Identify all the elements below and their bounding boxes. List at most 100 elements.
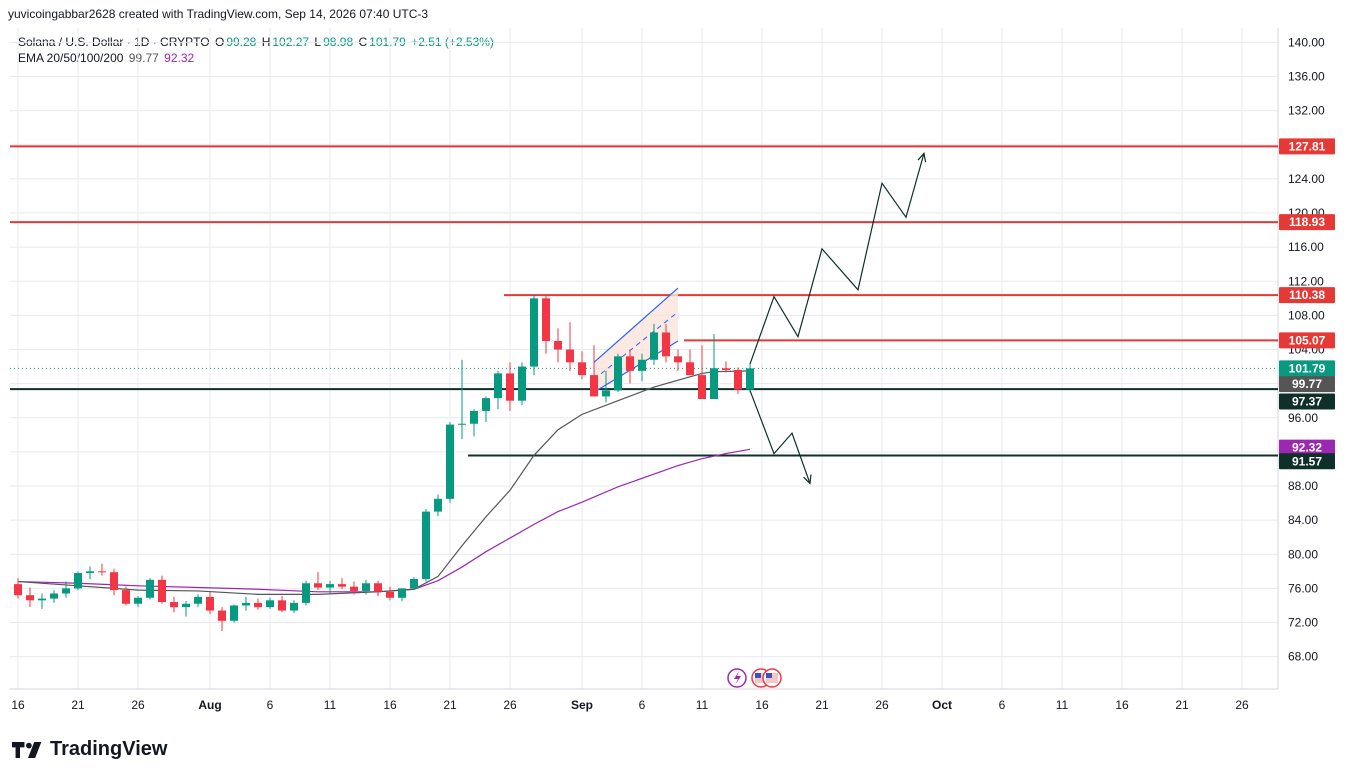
candle-body — [110, 572, 118, 591]
candle-body — [698, 375, 706, 399]
bearish-projection-arrowhead — [803, 474, 812, 485]
candle-body — [410, 578, 418, 589]
price-chart[interactable]: 68.0072.0076.0080.0084.0088.0092.0096.00… — [0, 24, 1355, 724]
last-price-tag-text: 101.79 — [1289, 361, 1326, 375]
price-axis-label: 136.00 — [1288, 70, 1325, 84]
time-axis-label: 26 — [503, 698, 517, 712]
ema-value-2: 92.32 — [164, 51, 195, 65]
candle-body — [638, 359, 646, 371]
ema-value-1: 99.77 — [128, 51, 159, 65]
time-axis-label: 16 — [1115, 698, 1129, 712]
support-price-tag-lower: 91.57 — [1279, 453, 1335, 470]
candle-body — [290, 602, 298, 611]
candle-body — [50, 593, 58, 599]
candle-body — [626, 356, 634, 371]
time-axis-label: Oct — [932, 698, 952, 712]
resistance-price-tag-bg — [1279, 138, 1335, 155]
bearish-projection — [749, 390, 811, 484]
lightning-icon-glyph — [734, 671, 741, 685]
ema-purple-price-tag-bg — [1279, 439, 1335, 456]
candle-body — [122, 590, 130, 604]
candle-body — [302, 583, 310, 603]
time-axis-label: 11 — [1056, 698, 1069, 712]
event-icons — [727, 668, 782, 688]
time-axis-label: 16 — [11, 698, 25, 712]
time-axis-label: 11 — [324, 698, 337, 712]
support-price-tag-lower-text: 91.57 — [1292, 454, 1322, 468]
time-axis-label: 11 — [696, 698, 709, 712]
candle-body — [362, 583, 370, 591]
ema-gray-price-tag: 99.77 — [1279, 376, 1335, 393]
time-axis-label: 6 — [999, 698, 1006, 712]
time-axis-label: 21 — [443, 698, 457, 712]
resistance-price-tag: 127.81 — [1279, 138, 1335, 155]
candle-body — [38, 598, 46, 601]
time-axis-label: 21 — [1175, 698, 1189, 712]
time-axis-label: 16 — [383, 698, 397, 712]
price-axis-label: 84.00 — [1288, 513, 1318, 527]
candle-body — [146, 579, 154, 598]
candle-body — [674, 356, 682, 363]
candle-body — [650, 332, 658, 360]
candle-body — [446, 424, 454, 499]
ema-label[interactable]: EMA 20/50/100/200 — [18, 51, 124, 65]
price-axis-label: 140.00 — [1288, 35, 1325, 49]
resistance-price-tag-bg — [1279, 214, 1335, 231]
candle-body — [746, 368, 754, 390]
ema-gray-price-tag-text: 99.77 — [1292, 377, 1322, 391]
resistance-price-tag: 118.93 — [1279, 214, 1335, 231]
time-axis-label: Aug — [198, 698, 221, 712]
candle-body — [326, 584, 334, 588]
candle-body — [218, 610, 226, 621]
ema-gray-price-tag-bg — [1279, 376, 1335, 393]
resistance-price-tag: 110.38 — [1279, 287, 1335, 304]
ema-purple-price-tag: 92.32 — [1279, 439, 1335, 456]
candle-body — [506, 373, 514, 401]
candle-body — [98, 571, 106, 573]
attribution-text: yuvicoingabbar2628 created with TradingV… — [8, 7, 429, 21]
bullish-projection-arrowhead — [917, 151, 927, 163]
time-axis-label: 26 — [875, 698, 889, 712]
candle-body — [542, 298, 550, 341]
price-axis-label: 76.00 — [1288, 581, 1318, 595]
candle-body — [170, 602, 178, 608]
candle-body — [386, 591, 394, 598]
resistance-price-tag-text: 110.38 — [1289, 288, 1325, 302]
candle-body — [374, 583, 382, 592]
time-axis-label: 21 — [71, 698, 85, 712]
time-axis-label: 6 — [639, 698, 646, 712]
price-axis-label: 116.00 — [1288, 240, 1324, 254]
candle-body — [458, 423, 466, 425]
support-price-tag-lower-bg — [1279, 453, 1335, 470]
time-axis-label: 26 — [1235, 698, 1249, 712]
candle-body — [686, 362, 694, 376]
price-axis-label: 88.00 — [1288, 479, 1318, 493]
candle-body — [242, 602, 250, 606]
price-axis-label: 68.00 — [1288, 650, 1318, 664]
support-price-tag-bg — [1279, 393, 1335, 410]
price-axis-label: 124.00 — [1288, 172, 1325, 186]
candle-body — [206, 596, 214, 611]
candle-body — [422, 511, 430, 579]
candle-body — [230, 605, 238, 621]
candle-body — [182, 603, 190, 608]
candle-body — [338, 584, 346, 587]
ema-legend: EMA 20/50/100/200 99.77 92.32 — [18, 51, 196, 65]
candle-body — [398, 588, 406, 598]
candle-body — [578, 362, 586, 376]
candle-body — [266, 600, 274, 608]
tradingview-logo: TradingView — [12, 738, 167, 761]
candle-body — [194, 596, 202, 604]
candle-body — [434, 498, 442, 512]
candle-body — [590, 375, 598, 397]
candle-body — [602, 390, 610, 397]
candle-body — [86, 571, 94, 574]
candle-body — [14, 584, 22, 596]
candle-body — [614, 356, 622, 391]
candle-body — [494, 373, 502, 399]
candle-body — [554, 340, 562, 350]
tradingview-logo-icon — [12, 741, 42, 758]
candle-body — [314, 583, 322, 588]
resistance-price-tag-bg — [1279, 332, 1335, 349]
resistance-price-tag: 105.07 — [1279, 332, 1335, 349]
